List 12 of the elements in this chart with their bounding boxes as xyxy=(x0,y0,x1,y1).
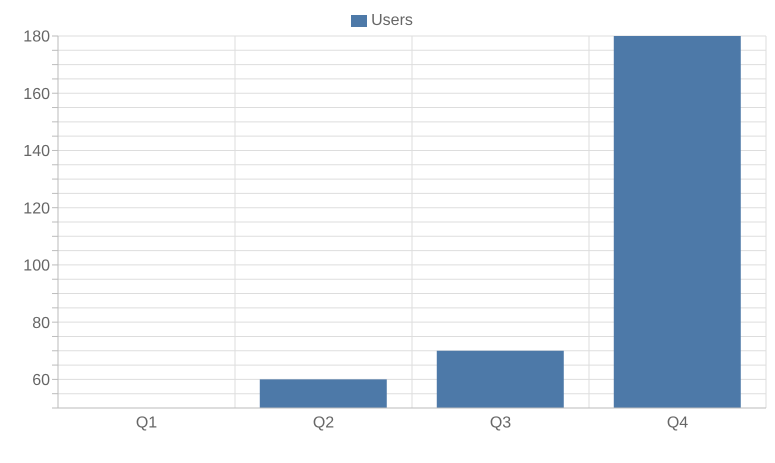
y-tick-label: 80 xyxy=(32,314,50,332)
y-tick-label: 60 xyxy=(32,372,50,390)
y-tick-label: 100 xyxy=(23,258,50,275)
y-tick-label: 180 xyxy=(23,28,50,46)
x-tick-label: Q2 xyxy=(312,414,334,432)
x-tick-label: Q3 xyxy=(490,414,512,432)
legend-label: Users xyxy=(371,12,413,29)
x-tick-label: Q4 xyxy=(666,414,688,432)
y-tick-label: 140 xyxy=(23,143,50,160)
x-tick-label: Q1 xyxy=(136,414,158,432)
y-tick-label: 120 xyxy=(23,200,50,218)
y-tick-label: 160 xyxy=(23,86,50,103)
